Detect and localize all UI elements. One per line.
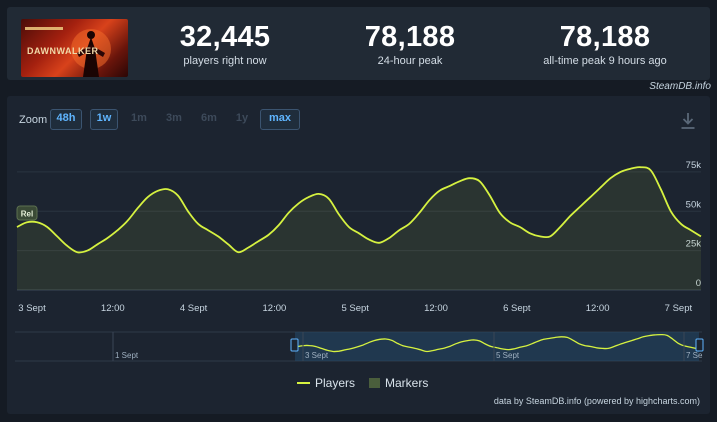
legend-item-players[interactable]: Players <box>297 376 355 390</box>
navigator-label-3: 5 Sept <box>496 351 520 360</box>
all-time-peak-stat: 78,188 all-time peak 9 hours ago <box>525 21 685 67</box>
all-time-peak-label: all-time peak 9 hours ago <box>543 55 667 67</box>
all-time-peak-value: 78,188 <box>559 21 651 53</box>
x-tick-label: 4 Sept <box>180 303 208 314</box>
x-tick-label: 12:00 <box>424 303 448 314</box>
zoom-1m-button[interactable]: 1m <box>131 112 147 124</box>
x-tick-label: 7 Sept <box>665 303 693 314</box>
y-tick-label: 25k <box>686 239 702 250</box>
navigator-line <box>297 333 697 353</box>
navigator[interactable]: 1 Sept 3 Sept 5 Sept 7 Se <box>15 331 704 362</box>
data-source-credit[interactable]: data by SteamDB.info (powered by highcha… <box>493 396 700 406</box>
legend-players-label: Players <box>315 376 356 390</box>
x-tick-label: 12:00 <box>101 303 125 314</box>
current-players-label: players right now <box>183 55 267 67</box>
navigator-selection <box>295 332 699 361</box>
steamdb-credit-link[interactable]: SteamDB.info <box>649 81 711 92</box>
zoom-3m-button[interactable]: 3m <box>166 112 182 124</box>
players-line <box>16 166 702 254</box>
zoom-label: Zoom <box>19 114 48 126</box>
download-icon[interactable] <box>680 112 696 130</box>
navigator-label-2: 3 Sept <box>305 351 329 360</box>
release-marker-label: Rel <box>21 210 33 219</box>
zoom-max-button[interactable]: max <box>260 109 300 130</box>
x-tick-label: 5 Sept <box>341 303 369 314</box>
peak-24h-label: 24-hour peak <box>377 55 443 67</box>
players-area <box>17 167 701 290</box>
x-tick-label: 12:00 <box>586 303 610 314</box>
navigator-right-handle[interactable] <box>695 338 704 352</box>
y-axis-ticks: 75k 50k 25k 0 <box>686 160 702 289</box>
zoom-1y-button[interactable]: 1y <box>235 112 249 124</box>
chart-panel: Zoom 48h 1w 1m 3m 6m 1y max 75k 50k 25k 0 3… <box>7 96 710 414</box>
navigator-label-1: 1 Sept <box>115 351 139 360</box>
zoom-6m-button[interactable]: 6m <box>201 112 217 124</box>
y-tick-label: 50k <box>686 199 702 210</box>
current-players-stat: 32,445 players right now <box>155 21 295 67</box>
x-tick-label: 3 Sept <box>18 303 46 314</box>
y-tick-label: 75k <box>686 160 702 171</box>
zoom-1w-button[interactable]: 1w <box>90 109 118 130</box>
stats-panel: DAWNWALKER 32,445 players right now 78,1… <box>7 7 710 80</box>
legend-item-markers[interactable]: Markers <box>369 376 428 390</box>
navigator-label-4: 7 Se <box>686 351 703 360</box>
y-tick-label: 0 <box>696 278 701 289</box>
peak-24h-value: 78,188 <box>364 21 456 53</box>
x-tick-label: 12:00 <box>263 303 287 314</box>
peak-24h-stat: 78,188 24-hour peak <box>335 21 485 67</box>
navigator-left-handle[interactable] <box>290 338 299 352</box>
game-logo-text: DAWNWALKER <box>27 46 99 56</box>
players-legend-line-icon <box>297 382 310 384</box>
current-players-value: 32,445 <box>179 21 271 53</box>
x-tick-label: 6 Sept <box>503 303 531 314</box>
markers-flag-icon <box>369 378 380 388</box>
release-marker[interactable]: Rel <box>16 205 38 221</box>
zoom-48h-button[interactable]: 48h <box>50 109 82 130</box>
game-header-image[interactable]: DAWNWALKER <box>21 19 128 77</box>
x-axis-ticks: 3 Sept 12:00 4 Sept 12:00 5 Sept 12:00 6 Sept 1… <box>18 303 692 314</box>
legend-markers-label: Markers <box>385 376 429 390</box>
chart-grid <box>17 171 701 291</box>
